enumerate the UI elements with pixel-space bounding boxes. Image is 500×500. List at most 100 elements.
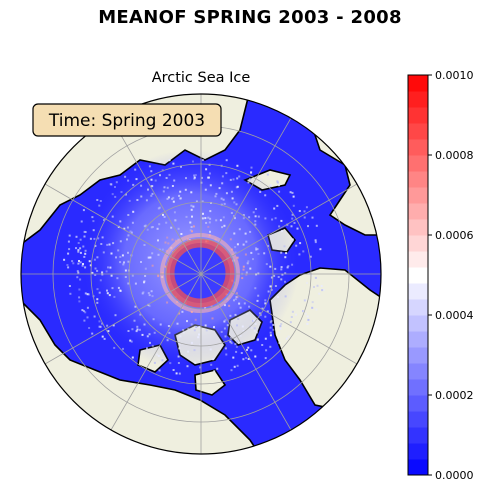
ice-speckle: [143, 281, 145, 284]
ice-speckle: [246, 262, 249, 265]
ice-speckle: [179, 335, 182, 338]
ice-speckle: [202, 212, 204, 215]
ice-speckle: [299, 242, 302, 245]
ice-speckle: [311, 301, 314, 304]
ice-speckle: [142, 291, 145, 294]
ice-speckle: [321, 289, 324, 292]
ice-speckle: [303, 299, 306, 302]
ice-speckle: [234, 298, 237, 301]
ice-speckle: [285, 252, 288, 255]
ice-speckle: [186, 320, 188, 323]
ice-speckle: [280, 219, 283, 222]
ice-speckle: [96, 288, 99, 291]
ice-speckle: [96, 301, 99, 304]
ice-speckle: [178, 342, 181, 345]
ice-speckle: [291, 217, 294, 220]
ice-speckle: [269, 184, 272, 187]
ice-speckle: [225, 159, 228, 162]
ice-speckle: [165, 177, 168, 179]
ice-speckle: [314, 276, 317, 279]
ice-speckle: [237, 318, 240, 320]
ice-speckle: [254, 323, 257, 325]
ice-speckle: [84, 249, 87, 252]
ice-speckle: [265, 349, 268, 352]
ice-speckle: [144, 224, 147, 227]
ice-speckle: [140, 184, 143, 187]
ice-speckle: [94, 244, 97, 247]
ice-speckle: [89, 237, 92, 240]
ice-speckle: [151, 344, 154, 347]
map-subtitle: Arctic Sea Ice: [151, 70, 251, 86]
ice-speckle: [285, 337, 288, 340]
ice-speckle: [92, 220, 95, 223]
ice-speckle: [283, 245, 286, 248]
ice-speckle: [224, 319, 227, 322]
ice-speckle: [101, 322, 104, 325]
ice-speckle: [190, 323, 193, 326]
ice-speckle: [304, 312, 307, 315]
ice-speckle: [151, 295, 154, 298]
ice-speckle: [170, 226, 173, 229]
ice-speckle: [273, 207, 276, 210]
ice-speckle: [114, 314, 117, 317]
ice-speckle: [189, 221, 192, 224]
ice-speckle: [96, 298, 99, 301]
ice-speckle: [319, 248, 322, 251]
ice-speckle: [201, 217, 204, 220]
ice-speckle: [264, 357, 267, 360]
ice-speckle: [129, 230, 132, 233]
ice-speckle: [173, 211, 176, 214]
ice-speckle: [108, 243, 111, 246]
ice-speckle: [83, 255, 86, 258]
ice-speckle: [278, 331, 281, 334]
ice-speckle: [86, 306, 89, 309]
ice-speckle: [247, 260, 250, 263]
ice-speckle: [213, 326, 215, 329]
ice-speckle: [198, 326, 201, 328]
ice-speckle: [172, 369, 175, 371]
ice-speckle: [127, 179, 130, 182]
ice-speckle: [234, 246, 237, 249]
ice-speckle: [242, 268, 245, 271]
ice-speckle: [127, 260, 130, 263]
ice-speckle: [238, 175, 241, 178]
ice-speckle: [220, 330, 223, 333]
ice-speckle: [103, 219, 105, 222]
ice-speckle: [276, 204, 279, 207]
ice-speckle: [305, 206, 308, 209]
ice-speckle: [247, 181, 250, 184]
ice-speckle: [307, 318, 310, 321]
ice-speckle: [110, 274, 113, 277]
ice-speckle: [84, 252, 87, 255]
ice-speckle: [178, 372, 181, 375]
ice-speckle: [177, 227, 180, 230]
ice-speckle: [252, 319, 255, 322]
ice-speckle: [132, 210, 135, 213]
ice-speckle: [172, 162, 175, 165]
ice-speckle: [287, 335, 290, 338]
ice-speckle: [145, 199, 148, 202]
ice-speckle: [127, 234, 130, 237]
ice-speckle: [149, 256, 152, 259]
ice-speckle: [233, 365, 236, 368]
ice-speckle: [256, 248, 259, 251]
ice-speckle: [181, 310, 184, 313]
ice-speckle: [84, 311, 87, 314]
ice-speckle: [119, 220, 122, 223]
ice-speckle: [254, 220, 257, 223]
colorbar-band: [408, 427, 428, 444]
ice-speckle: [322, 288, 325, 291]
colorbar-ticks: 0.0000 0.0002 0.0004 0.0006 0.0008 0.0010: [428, 69, 474, 482]
ice-speckle: [284, 280, 286, 283]
ice-speckle: [254, 355, 257, 358]
ice-speckle: [191, 230, 193, 233]
colorbar-frame: [407, 74, 429, 476]
ice-speckle: [66, 264, 69, 266]
ice-speckle: [315, 224, 318, 227]
ice-speckle: [114, 195, 117, 198]
colorbar-band: [408, 459, 428, 476]
ice-speckle: [147, 188, 149, 191]
ice-speckle: [141, 333, 144, 336]
ice-speckle: [84, 266, 87, 269]
